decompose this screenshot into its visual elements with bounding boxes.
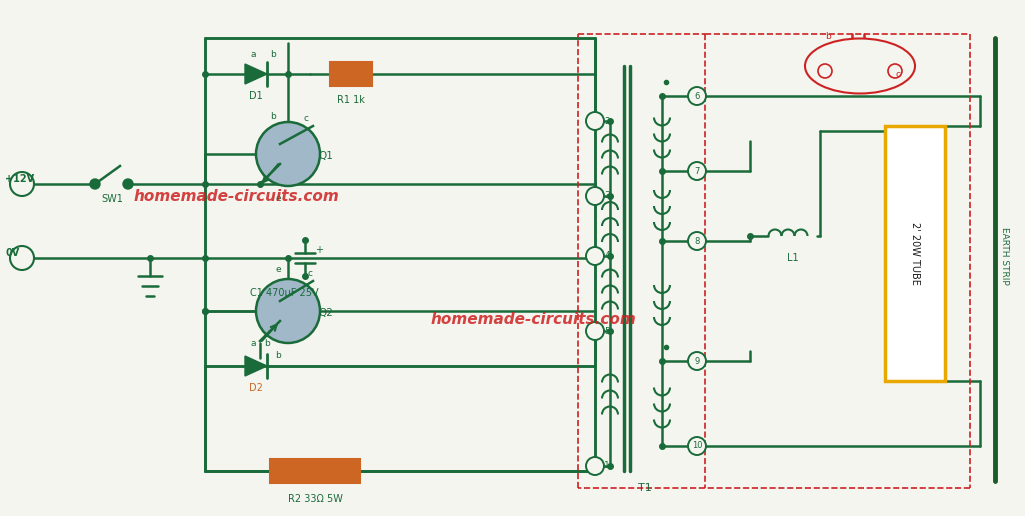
Text: T1: T1 — [639, 483, 652, 493]
Text: 6: 6 — [694, 91, 700, 101]
Circle shape — [10, 172, 34, 196]
Text: SW1: SW1 — [101, 194, 123, 204]
Polygon shape — [245, 356, 266, 376]
Text: 1: 1 — [604, 461, 610, 471]
Text: R1 1k: R1 1k — [337, 95, 365, 105]
Text: 2: 2 — [604, 117, 610, 125]
Polygon shape — [245, 64, 266, 84]
Circle shape — [688, 87, 706, 105]
Text: C1 470μF 25V: C1 470μF 25V — [250, 288, 319, 298]
Text: e: e — [275, 265, 281, 273]
Circle shape — [586, 457, 604, 475]
Circle shape — [10, 246, 34, 270]
Text: 0V: 0V — [5, 248, 19, 258]
Text: D1: D1 — [249, 91, 262, 101]
Text: 7: 7 — [694, 167, 700, 175]
Text: 5: 5 — [604, 327, 610, 335]
Circle shape — [688, 352, 706, 370]
Circle shape — [586, 322, 604, 340]
Bar — [330, 62, 372, 86]
Text: 10: 10 — [692, 442, 702, 450]
Circle shape — [123, 179, 133, 189]
Circle shape — [256, 279, 320, 343]
Text: 8: 8 — [694, 236, 700, 246]
Text: 9: 9 — [694, 357, 700, 365]
Text: a: a — [250, 50, 256, 58]
Text: 2' 20W TUBE: 2' 20W TUBE — [910, 222, 920, 285]
Ellipse shape — [805, 39, 915, 93]
Text: b: b — [825, 31, 831, 40]
Text: 4: 4 — [604, 251, 610, 261]
Text: R2 33Ω 5W: R2 33Ω 5W — [288, 494, 342, 504]
Text: b: b — [271, 111, 276, 121]
Circle shape — [688, 162, 706, 180]
Circle shape — [586, 247, 604, 265]
Circle shape — [256, 122, 320, 186]
Bar — [885, 126, 945, 381]
Circle shape — [818, 64, 832, 78]
Bar — [270, 459, 360, 483]
Circle shape — [688, 437, 706, 455]
Text: homemade-circuits.com: homemade-circuits.com — [430, 312, 637, 328]
Text: c: c — [896, 70, 901, 78]
Text: +12V: +12V — [5, 174, 34, 184]
Text: b: b — [275, 350, 281, 360]
Text: D2: D2 — [249, 383, 263, 393]
Text: c: c — [308, 268, 313, 278]
Text: +: + — [315, 245, 323, 255]
Circle shape — [90, 179, 100, 189]
Text: c: c — [303, 114, 309, 122]
Circle shape — [586, 187, 604, 205]
Text: Q1: Q1 — [319, 151, 333, 161]
Circle shape — [688, 232, 706, 250]
Text: L1: L1 — [787, 253, 798, 263]
Text: 3: 3 — [604, 191, 610, 201]
Text: homemade-circuits.com: homemade-circuits.com — [133, 188, 339, 204]
Circle shape — [888, 64, 902, 78]
Text: a: a — [250, 340, 256, 348]
Text: e: e — [275, 194, 281, 202]
Text: b: b — [271, 50, 276, 58]
Text: EARTH STRIP: EARTH STRIP — [1000, 227, 1010, 285]
Text: b: b — [264, 340, 270, 348]
Text: Q2: Q2 — [319, 308, 333, 318]
Circle shape — [586, 112, 604, 130]
